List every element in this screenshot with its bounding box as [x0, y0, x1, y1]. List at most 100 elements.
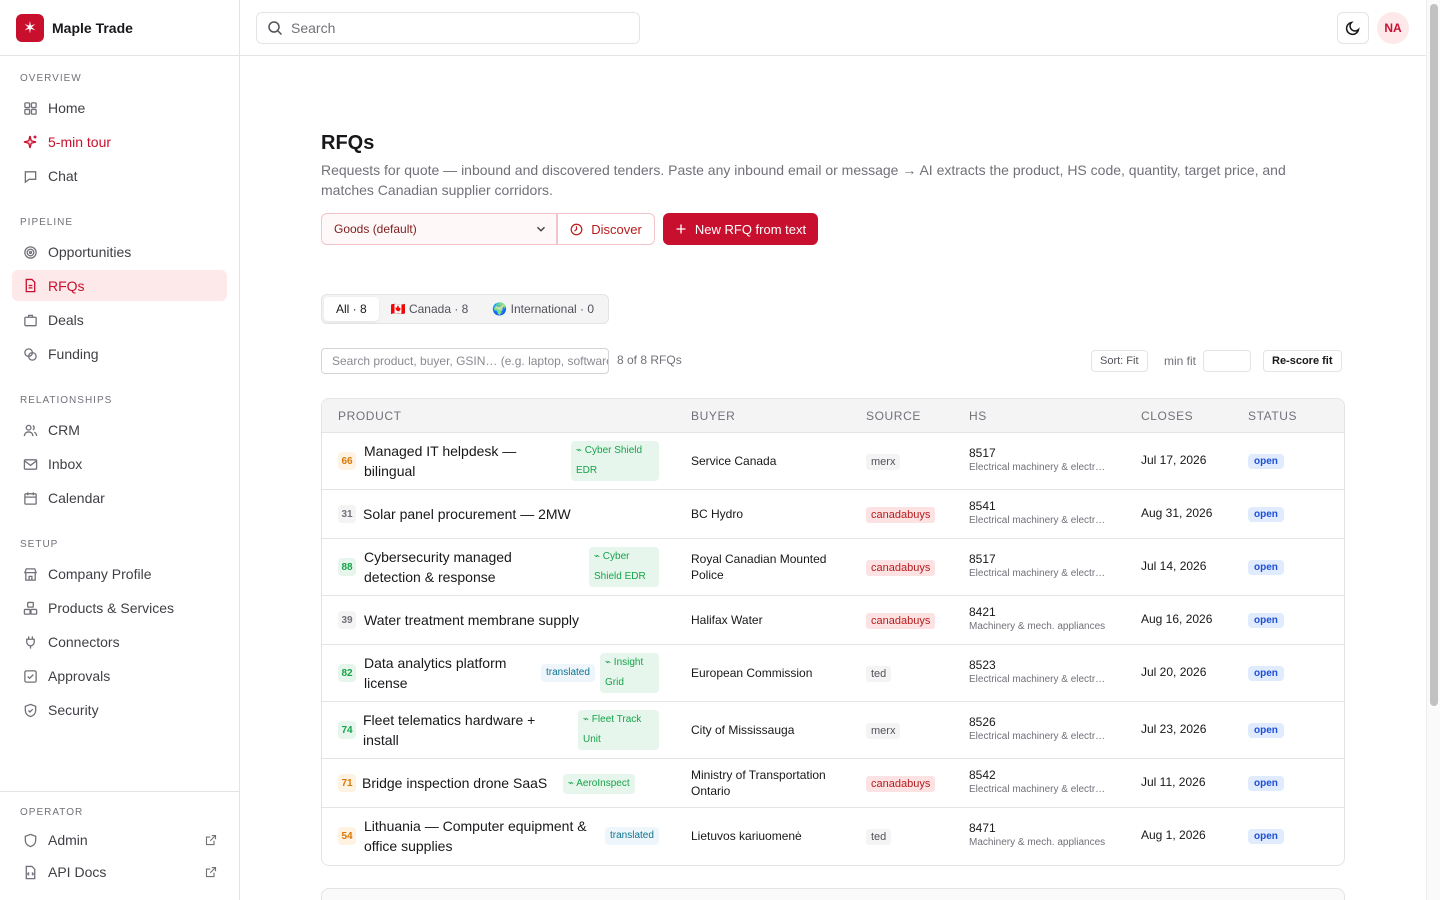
table-row[interactable]: 66 Managed IT helpdesk — bilingual ⌁ Cyb… — [322, 433, 1344, 490]
brand[interactable]: ✶ Maple Trade — [0, 0, 239, 56]
product-name[interactable]: Fleet telematics hardware + install — [363, 712, 536, 748]
sidebar-item-security[interactable]: Security — [12, 695, 227, 725]
close-date: Jul 23, 2026 — [1141, 722, 1207, 736]
product-name[interactable]: Water treatment membrane supply — [364, 612, 580, 628]
min-fit-input[interactable] — [1203, 350, 1251, 372]
hs-description: Electrical machinery & electronics — [969, 515, 1109, 526]
status-badge: open — [1248, 666, 1284, 681]
product-name[interactable]: Solar panel procurement — 2MW — [363, 506, 571, 522]
category-select[interactable]: Goods (default) — [321, 213, 557, 245]
status-badge: open — [1248, 613, 1284, 628]
sidebar-item-label: Connectors — [48, 634, 120, 650]
table-row[interactable]: 54 Lithuania — Computer equipment & offi… — [322, 808, 1344, 865]
buyer-name: Ministry of Transportation Ontario — [691, 768, 826, 798]
sidebar-item-label: Inbox — [48, 456, 83, 472]
table-row[interactable]: 74 Fleet telematics hardware + install ⌁… — [322, 702, 1344, 759]
sidebar-item-funding[interactable]: Funding — [12, 339, 227, 369]
hs-cell: 8541 Electrical machinery & electronics — [969, 498, 1109, 528]
product-name[interactable]: Lithuania — Computer equipment & office … — [364, 818, 587, 854]
sidebar-item-label: Company Profile — [48, 566, 152, 582]
product-name[interactable]: Managed IT helpdesk — bilingual — [364, 443, 517, 479]
sidebar-item-home[interactable]: Home — [12, 93, 227, 123]
hs-code: 8471 — [969, 821, 996, 835]
theme-toggle-button[interactable] — [1337, 12, 1369, 44]
tab-canada[interactable]: 🇨🇦 Canada · 8 — [390, 302, 469, 316]
sidebar-item-tour[interactable]: 5-min tour — [12, 127, 227, 157]
hs-cell: 8421 Machinery & mech. appliances — [969, 604, 1109, 634]
document-icon — [22, 278, 38, 294]
scrollbar[interactable] — [1426, 0, 1440, 900]
sidebar-item-approvals[interactable]: Approvals — [12, 661, 227, 691]
close-date: Aug 16, 2026 — [1141, 612, 1213, 626]
source-badge: merx — [866, 723, 901, 739]
fit-score-badge: 71 — [338, 774, 356, 792]
sidebar-item-deals[interactable]: Deals — [12, 305, 227, 335]
column-header-closes[interactable]: CLOSES — [1141, 409, 1194, 423]
sidebar-item-label: 5-min tour — [48, 134, 112, 150]
buyer-name: European Commission — [691, 666, 813, 680]
sidebar-item-inbox[interactable]: Inbox — [12, 449, 227, 479]
users-icon — [22, 422, 38, 438]
sidebar-item-label: Admin — [48, 832, 88, 848]
product-name[interactable]: Data analytics platform license — [364, 655, 507, 691]
sidebar-item-label: Calendar — [48, 490, 105, 506]
sidebar-item-label: Chat — [48, 168, 78, 184]
fit-score-badge: 39 — [338, 611, 356, 629]
rescore-fit-button[interactable]: Re-score fit — [1263, 350, 1342, 372]
supplier-match-tag: ⌁ Cyber Shield EDR — [589, 547, 659, 587]
sidebar-item-chat[interactable]: Chat — [12, 161, 227, 191]
table-row[interactable]: 88 Cybersecurity managed detection & res… — [322, 539, 1344, 596]
sidebar-item-opportunities[interactable]: Opportunities — [12, 237, 227, 267]
global-search[interactable]: Search — [256, 12, 640, 44]
sidebar-item-admin[interactable]: Admin — [12, 825, 227, 855]
discover-button[interactable]: Discover — [557, 213, 655, 245]
column-header-status[interactable]: STATUS — [1248, 409, 1298, 423]
source-badge: canadabuys — [866, 560, 936, 576]
check-square-icon — [22, 668, 38, 684]
table-row[interactable]: 31 Solar panel procurement — 2MW BC Hydr… — [322, 490, 1344, 539]
rfq-filter-input[interactable] — [321, 348, 609, 374]
table-row[interactable]: 39 Water treatment membrane supply Halif… — [322, 596, 1344, 645]
product-name[interactable]: Cybersecurity managed detection & respon… — [364, 549, 512, 585]
hs-cell: 8517 Electrical machinery & electronics — [969, 445, 1109, 475]
close-date: Jul 14, 2026 — [1141, 559, 1207, 573]
hs-description: Electrical machinery & electronics — [969, 674, 1109, 685]
sidebar-item-crm[interactable]: CRM — [12, 415, 227, 445]
sidebar: ✶ Maple Trade OVERVIEW Home 5-min tour C… — [0, 0, 240, 900]
tab-all[interactable]: All · 8 — [324, 297, 379, 321]
region-tabs: All · 8 🇨🇦 Canada · 8 🌍 International · … — [321, 294, 610, 324]
chat-icon — [22, 168, 38, 184]
supplier-match-tag: ⌁ Fleet Track Unit — [578, 710, 659, 750]
sidebar-item-rfqs[interactable]: RFQs — [12, 270, 227, 301]
operator-divider — [0, 791, 239, 792]
scrollbar-thumb[interactable] — [1430, 4, 1438, 706]
new-rfq-button[interactable]: New RFQ from text — [663, 213, 818, 245]
translated-tag: translated — [541, 664, 595, 682]
column-header-product[interactable]: PRODUCT — [338, 409, 402, 423]
column-header-source[interactable]: SOURCE — [866, 409, 921, 423]
column-header-hs[interactable]: HS — [969, 409, 987, 423]
table-row[interactable]: 71 Bridge inspection drone SaaS ⌁ AeroIn… — [322, 759, 1344, 808]
sidebar-item-company-profile[interactable]: Company Profile — [12, 559, 227, 589]
sidebar-item-products-services[interactable]: Products & Services — [12, 593, 227, 623]
sidebar-item-label: CRM — [48, 422, 80, 438]
product-name[interactable]: Bridge inspection drone SaaS — [362, 775, 548, 791]
mail-icon — [22, 456, 38, 472]
sidebar-item-api-docs[interactable]: API Docs — [12, 857, 227, 887]
sidebar-item-connectors[interactable]: Connectors — [12, 627, 227, 657]
boxes-icon — [22, 600, 38, 616]
table-row[interactable]: 82 Data analytics platform license trans… — [322, 645, 1344, 702]
sidebar-item-label: RFQs — [48, 277, 85, 294]
fit-score-badge: 54 — [338, 827, 356, 845]
target-icon — [22, 244, 38, 260]
section-label-setup: SETUP — [20, 539, 59, 550]
column-header-buyer[interactable]: BUYER — [691, 409, 736, 423]
coins-icon — [22, 346, 38, 362]
sidebar-item-label: Products & Services — [48, 600, 175, 616]
sidebar-item-calendar[interactable]: Calendar — [12, 483, 227, 513]
sort-button[interactable]: Sort: Fit — [1091, 350, 1148, 372]
hs-code: 8526 — [969, 715, 996, 729]
avatar[interactable]: NA — [1377, 12, 1409, 44]
tab-international[interactable]: 🌍 International · 0 — [492, 302, 595, 316]
hs-description: Electrical machinery & electronics — [969, 462, 1109, 473]
